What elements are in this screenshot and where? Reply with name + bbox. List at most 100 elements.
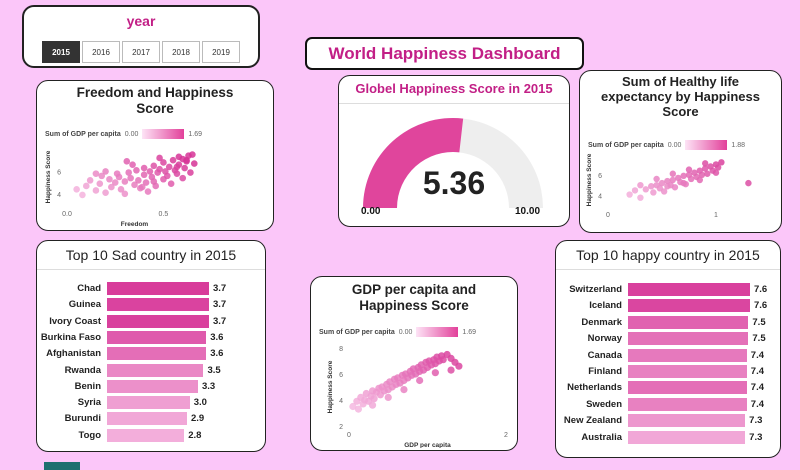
scatter-point <box>680 172 687 180</box>
bar[interactable] <box>107 363 204 377</box>
bar-value: 3.7 <box>213 299 227 311</box>
bar[interactable] <box>628 299 750 313</box>
bar[interactable] <box>107 347 207 361</box>
scatter-point <box>111 179 119 186</box>
scatter-point <box>680 179 687 187</box>
scatter-point <box>121 190 129 198</box>
bar-value: 3.0 <box>193 397 207 409</box>
y-tick-label: 4 <box>598 194 602 201</box>
bar[interactable] <box>628 381 747 395</box>
scatter-point <box>637 194 644 201</box>
health-legend-min: 0.00 <box>667 141 682 149</box>
scatter-point <box>162 168 169 175</box>
year-option-2015[interactable]: 2015 <box>42 41 80 63</box>
x-axis-label: Freedom <box>121 221 149 228</box>
bar[interactable] <box>628 283 750 296</box>
scatter-point <box>685 166 693 173</box>
dashboard-title: World Happiness Dashboard <box>305 37 584 70</box>
bar[interactable] <box>107 314 209 328</box>
scatter-point <box>156 154 163 162</box>
scatter-point <box>135 177 142 184</box>
bar-label: Afghanistan <box>46 348 101 360</box>
scatter-point <box>349 402 357 411</box>
freedom-legend: Sum of GDP per capita 0.00 1.69 <box>45 129 202 139</box>
bar[interactable] <box>107 379 198 393</box>
gdp-legend-gradient <box>416 327 459 337</box>
bar-value: 7.6 <box>754 300 768 312</box>
gauge-chart <box>363 118 543 208</box>
year-option-2019[interactable]: 2019 <box>202 41 240 63</box>
bar-value: 7.4 <box>750 366 764 377</box>
year-option-2017[interactable]: 2017 <box>122 41 160 63</box>
scatter-point <box>183 156 190 164</box>
y-axis-label: Happiness Score <box>586 153 593 206</box>
bar[interactable] <box>628 365 747 378</box>
x-tick-label: 0 <box>347 432 351 439</box>
scatter-point <box>133 166 140 174</box>
bar-value: 7.6 <box>754 284 768 295</box>
year-option-2016[interactable]: 2016 <box>82 41 120 63</box>
bar-label: Burundi <box>64 413 101 425</box>
health-legend-max: 1.88 <box>731 141 745 149</box>
bar[interactable] <box>107 412 187 426</box>
freedom-happiness-card: Freedom and Happiness Score Sum of GDP p… <box>36 80 274 231</box>
scatter-point <box>86 177 94 184</box>
bar-label: Rwanda <box>64 364 101 376</box>
bar[interactable] <box>107 298 209 312</box>
sad-countries-card: Top 10 Sad country in 2015 Chad 3.7 Guinea… <box>36 240 266 452</box>
bar[interactable] <box>628 348 747 362</box>
health-legend-label: Sum of GDP per capita <box>588 141 664 149</box>
bar[interactable] <box>628 332 749 346</box>
bar-value: 3.5 <box>207 364 221 376</box>
scatter-point <box>447 366 455 374</box>
scatter-point <box>179 174 187 182</box>
year-option-2018[interactable]: 2018 <box>162 41 200 63</box>
scatter-point <box>368 401 377 409</box>
bar[interactable] <box>628 414 746 428</box>
x-tick-label: 0.0 <box>62 211 72 218</box>
y-tick-label: 6 <box>339 372 343 379</box>
scatter-point <box>698 171 706 178</box>
gdp-legend-min: 0.00 <box>398 328 413 336</box>
bar[interactable] <box>107 282 209 295</box>
bar-value: 7.3 <box>749 415 763 427</box>
bar[interactable] <box>628 397 747 411</box>
scatter-point <box>115 173 123 181</box>
gauge-title-underline <box>339 103 569 104</box>
scatter-point <box>718 159 725 166</box>
scatter-point <box>181 164 188 172</box>
bar[interactable] <box>628 315 749 329</box>
freedom-chart-title: Freedom and Happiness Score <box>76 85 234 116</box>
scatter-point <box>121 178 129 185</box>
freedom-legend-min: 0.00 <box>124 130 139 138</box>
scatter-point <box>704 170 711 177</box>
scatter-point <box>129 161 136 168</box>
bar-value: 2.9 <box>190 413 205 425</box>
bar-value: 7.4 <box>750 382 764 394</box>
bar[interactable] <box>628 430 746 444</box>
gdp-chart-title: GDP per capita and Happiness Score <box>351 282 477 313</box>
gauge-fill <box>363 118 464 208</box>
scatter-point <box>98 172 106 180</box>
bar-label: Norway <box>587 333 622 345</box>
dashboard-title-text: World Happiness Dashboard <box>328 43 561 63</box>
scatter-point <box>106 175 113 183</box>
bar[interactable] <box>107 330 207 344</box>
bar-value: 2.8 <box>188 429 202 441</box>
scatter-point <box>96 180 104 188</box>
scatter-point <box>400 386 408 394</box>
scatter-point <box>416 376 424 385</box>
scatter-point <box>108 183 115 191</box>
bar[interactable] <box>107 396 190 410</box>
bar[interactable] <box>107 428 185 442</box>
x-tick-label: 0 <box>606 212 610 219</box>
health-chart-title: Sum of Healthy life expectancy by Happin… <box>601 74 760 119</box>
scatter-point <box>140 171 148 179</box>
y-tick-label: 4 <box>339 398 343 405</box>
scatter-point <box>167 180 175 188</box>
scatter-point <box>165 163 173 171</box>
y-tick-label: 6 <box>57 169 61 176</box>
scatter-point <box>92 187 100 194</box>
bar-label: Togo <box>78 429 101 441</box>
